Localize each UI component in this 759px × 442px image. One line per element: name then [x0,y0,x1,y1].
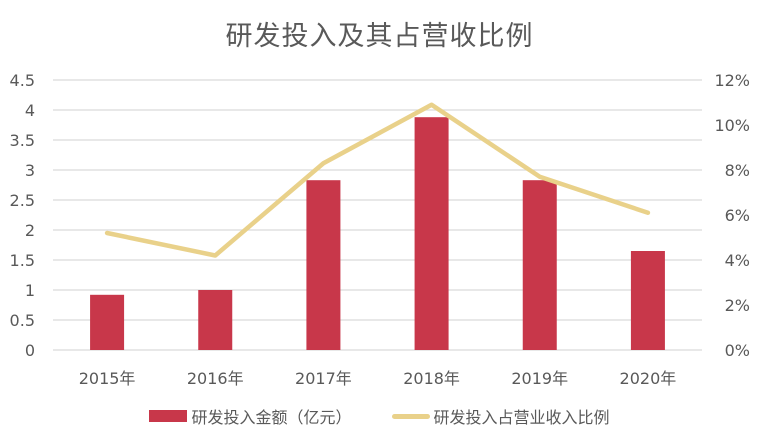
right-axis-tick: 12% [714,71,750,90]
left-axis-tick: 3 [25,161,35,180]
x-axis-tick: 2016年 [187,369,244,388]
right-axis-tick: 8% [725,161,750,180]
legend-item-bar: 研发投入金额（亿元） [149,404,352,428]
chart-legend: 研发投入金额（亿元） 研发投入占营业收入比例 [0,404,759,428]
x-axis-tick: 2015年 [79,369,136,388]
bar [630,251,665,350]
left-axis-tick: 2.5 [10,191,35,210]
legend-label-bar: 研发投入金额（亿元） [191,408,352,427]
right-axis-tick: 0% [725,341,750,360]
right-axis-tick: 6% [725,206,750,225]
left-axis-tick: 1 [25,281,35,300]
line-swatch-icon [391,413,430,419]
left-axis-tick: 2 [25,221,35,240]
bar [414,117,449,350]
x-axis-tick: 2018年 [403,369,460,388]
chart-title: 研发投入及其占营收比例 [225,21,534,52]
x-axis-tick: 2017年 [295,369,352,388]
left-axis-tick: 3.5 [10,131,35,150]
left-axis-tick: 4 [25,101,35,120]
left-axis-tick: 1.5 [10,251,35,270]
left-axis-tick: 0 [25,341,35,360]
x-axis-tick: 2020年 [620,369,677,388]
ratio-line [104,102,651,258]
bar [306,180,341,350]
bar [90,294,125,350]
left-axis-tick: 4.5 [10,71,35,90]
x-axis-tick: 2019年 [511,369,568,388]
bar-swatch-icon [149,410,188,422]
legend-label-line: 研发投入占营业收入比例 [433,408,610,427]
left-axis-tick: 0.5 [10,311,35,330]
right-axis-tick: 4% [725,251,750,270]
bar [522,180,557,350]
bar [198,290,233,350]
right-axis-tick: 2% [725,296,750,315]
legend-item-line: 研发投入占营业收入比例 [391,404,610,428]
right-axis-tick: 10% [714,116,750,135]
